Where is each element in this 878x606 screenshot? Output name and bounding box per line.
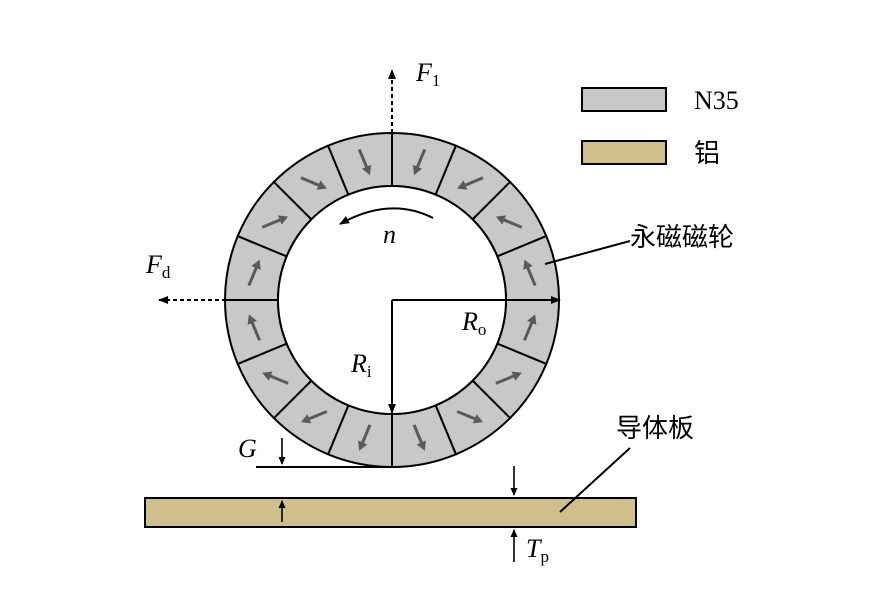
wheel-label: 永磁磁轮: [630, 223, 734, 252]
conductor-plate: [144, 497, 637, 528]
magnetization-arrow-head: [472, 414, 483, 424]
magnetization-arrow-shaft: [360, 424, 372, 446]
magnetization-arrow-head: [262, 371, 273, 381]
magnetization-arrow-head: [457, 180, 468, 190]
magnetization-arrow-head: [358, 440, 368, 451]
drag-force-label: Fd: [145, 250, 171, 282]
legend-label-n35: N35: [694, 86, 739, 115]
magnetization-arrow-shaft: [412, 424, 424, 446]
magnetization-arrow-shaft: [500, 217, 523, 229]
legend-label-aluminum: 铝: [694, 139, 720, 168]
outer-radius-label: Ro: [461, 307, 486, 339]
rotation-arrow: [339, 207, 434, 225]
magnetization-arrow-shaft: [261, 217, 284, 229]
magnetization-arrow-head: [301, 414, 312, 424]
rotation-label-n: n: [383, 220, 396, 249]
magnetization-arrow-head: [251, 259, 261, 270]
magnetization-arrow-shaft: [267, 373, 289, 385]
magnetization-arrow-shaft: [247, 264, 259, 287]
plate-label: 导体板: [616, 414, 694, 443]
magnetization-arrow-head: [277, 215, 289, 225]
magnetization-arrow-head: [523, 259, 533, 270]
air-gap-label: G: [238, 434, 257, 463]
magnetization-arrow-head: [412, 164, 423, 176]
legend-swatch-aluminum: [581, 140, 667, 165]
lift-force-label: F1: [415, 58, 440, 90]
magnetization-arrow-shaft: [357, 148, 370, 171]
magnetization-arrow-shaft: [249, 319, 261, 341]
magnetization-arrow-head: [361, 164, 372, 176]
permanent-magnet-ring: [223, 131, 561, 469]
magnetization-arrow-head: [416, 440, 426, 451]
thickness-label: Tp: [526, 534, 549, 566]
magnetization-arrow-head: [316, 180, 327, 190]
inner-radius-label: Ri: [350, 349, 372, 381]
magnetization-arrow-shaft: [414, 148, 427, 171]
magnetization-arrow-head: [527, 314, 537, 325]
magnetization-arrow-head: [247, 314, 257, 325]
legend: N35 铝: [581, 86, 739, 168]
plate-leader-line: [559, 447, 631, 513]
magnetization-arrow-shaft: [305, 410, 328, 422]
magnetization-arrow-head: [511, 371, 522, 381]
magnetization-arrow-head: [495, 215, 507, 225]
magnetization-arrow-shaft: [456, 410, 479, 422]
magnetization-arrow-shaft: [462, 176, 484, 188]
magnetization-arrow-shaft: [300, 176, 322, 188]
magnetization-arrow-shaft: [495, 373, 517, 385]
magnetization-arrow-shaft: [523, 319, 535, 341]
wheel-leader-line: [544, 240, 631, 265]
legend-swatch-n35: [581, 87, 667, 112]
magnetization-arrow-shaft: [525, 264, 537, 287]
